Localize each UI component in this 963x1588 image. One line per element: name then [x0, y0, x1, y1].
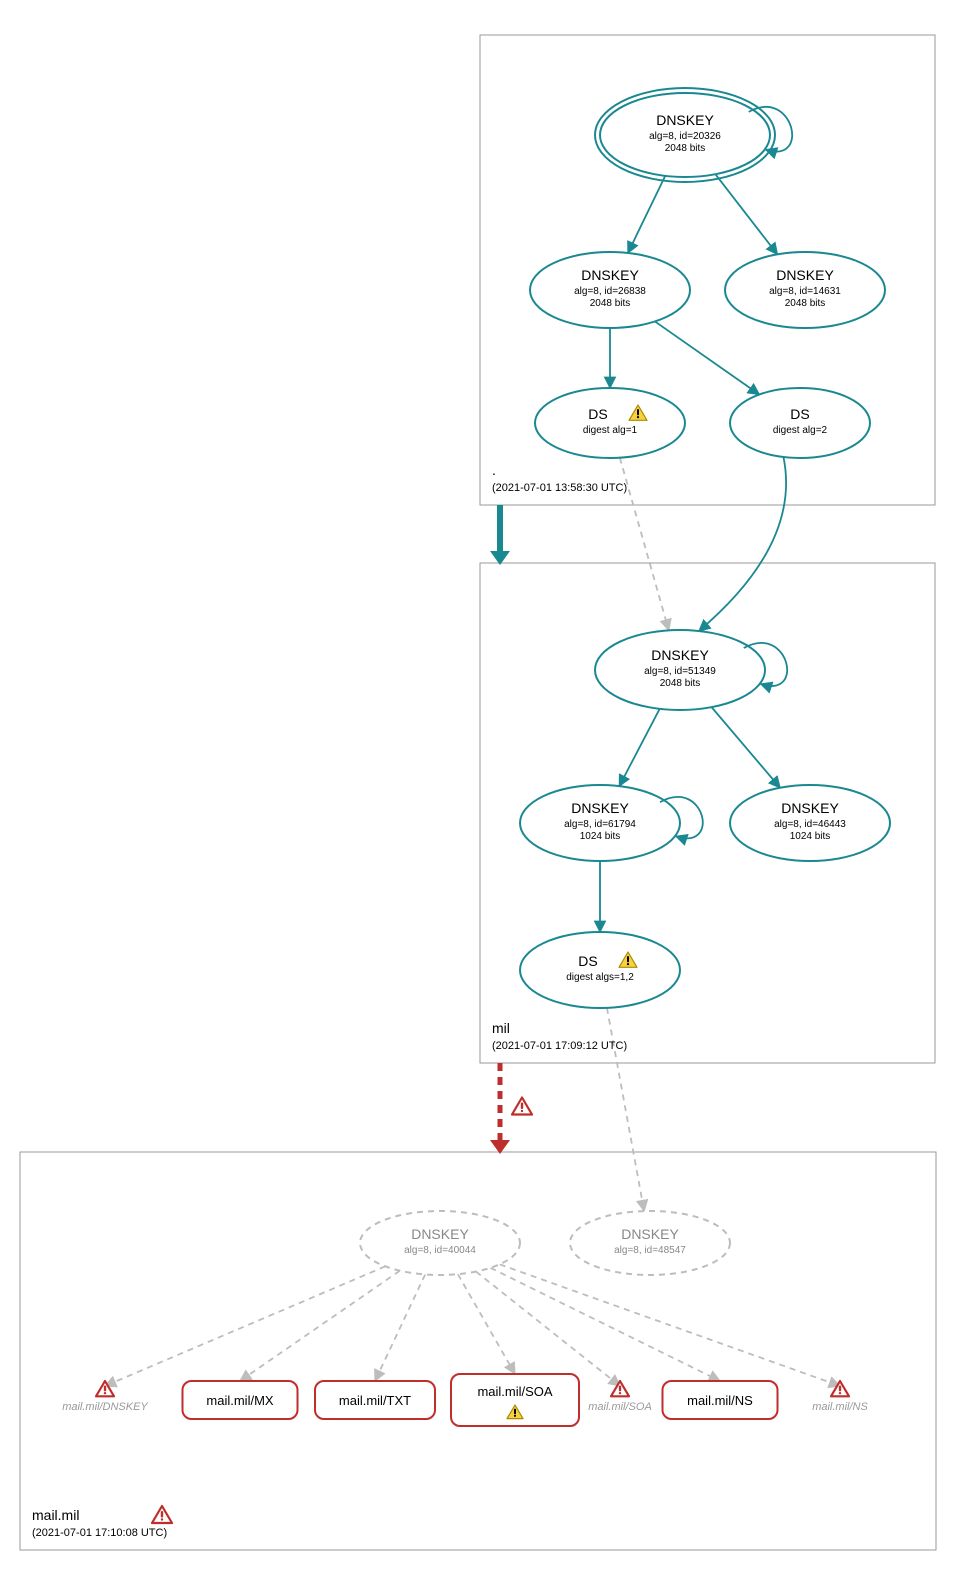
edge [476, 1272, 620, 1386]
node-title: DNSKEY [651, 647, 709, 663]
node-title: DNSKEY [571, 800, 629, 816]
node-detail: 2048 bits [785, 298, 826, 309]
node-mailmil_key1 [360, 1211, 520, 1275]
alias-label: mail.mil/SOA [588, 1401, 652, 1413]
zone-mailmil-box [20, 1152, 936, 1550]
zone-mailmil-name: mail.mil [32, 1507, 79, 1523]
edge [490, 1268, 720, 1381]
node-root_ds1 [535, 388, 685, 458]
zone-mil-timestamp: (2021-07-01 17:09:12 UTC) [492, 1040, 627, 1052]
node-detail: alg=8, id=51349 [644, 666, 716, 677]
edge [715, 174, 777, 254]
node-detail: alg=8, id=61794 [564, 819, 636, 830]
node-detail: digest algs=1,2 [566, 972, 634, 983]
error-icon [152, 1506, 172, 1523]
node-detail: digest alg=1 [583, 425, 638, 436]
node-detail: alg=8, id=48547 [614, 1245, 686, 1256]
node-detail: alg=8, id=20326 [649, 131, 721, 142]
node-title: DNSKEY [581, 267, 639, 283]
rrset-label: mail.mil/TXT [339, 1393, 411, 1408]
edge [500, 1264, 840, 1386]
node-title: DS [790, 406, 809, 422]
rrset-label: mail.mil/NS [687, 1393, 753, 1408]
node-detail: alg=8, id=46443 [774, 819, 846, 830]
node-detail: 2048 bits [665, 143, 706, 154]
node-detail: 2048 bits [590, 298, 631, 309]
edge [628, 176, 665, 253]
error-icon [611, 1381, 629, 1396]
edge [699, 457, 786, 631]
node-mailmil_key2 [570, 1211, 730, 1275]
edge [240, 1271, 400, 1381]
edge [620, 458, 669, 631]
node-detail: alg=8, id=14631 [769, 286, 841, 297]
node-detail: digest alg=2 [773, 425, 828, 436]
error-icon [512, 1098, 532, 1115]
edge [607, 1008, 644, 1211]
rrset-label: mail.mil/MX [206, 1393, 273, 1408]
zone-root-timestamp: (2021-07-01 13:58:30 UTC) [492, 482, 627, 494]
dnssec-diagram: DNSKEYalg=8, id=203262048 bitsDNSKEYalg=… [0, 0, 963, 1588]
edge [619, 709, 659, 786]
node-detail: 1024 bits [580, 831, 621, 842]
node-detail: alg=8, id=40044 [404, 1245, 476, 1256]
zone-mil-name: mil [492, 1020, 510, 1036]
node-title: DNSKEY [621, 1226, 679, 1242]
edge [375, 1274, 425, 1381]
node-mil_ds [520, 932, 680, 1008]
node-detail: 1024 bits [790, 831, 831, 842]
alias-label: mail.mil/NS [812, 1401, 868, 1413]
edge [105, 1266, 385, 1386]
node-root_ds2 [730, 388, 870, 458]
rrset-label: mail.mil/SOA [477, 1384, 552, 1399]
edge [655, 321, 759, 394]
node-title: DNSKEY [781, 800, 839, 816]
node-detail: alg=8, id=26838 [574, 286, 646, 297]
node-detail: 2048 bits [660, 678, 701, 689]
node-title: DNSKEY [411, 1226, 469, 1242]
node-title: DS [588, 406, 607, 422]
node-title: DNSKEY [776, 267, 834, 283]
node-title: DNSKEY [656, 112, 714, 128]
zone-root-name: . [492, 462, 496, 478]
zone-mailmil-timestamp: (2021-07-01 17:10:08 UTC) [32, 1527, 167, 1539]
alias-label: mail.mil/DNSKEY [62, 1401, 148, 1413]
edge [458, 1274, 515, 1374]
node-title: DS [578, 953, 597, 969]
edge [712, 707, 781, 788]
